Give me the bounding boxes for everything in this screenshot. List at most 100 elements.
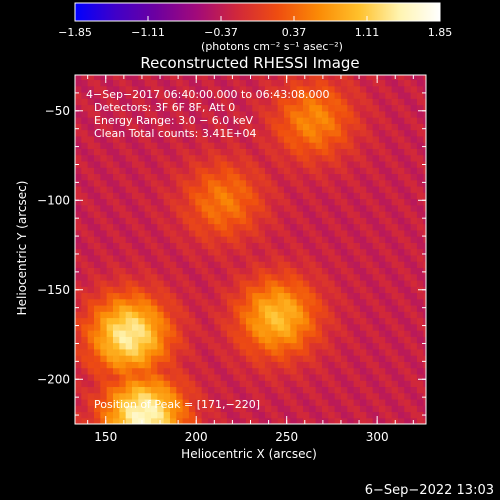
heatmap-cell <box>353 273 361 281</box>
heatmap-cell <box>207 342 215 350</box>
heatmap-cell <box>347 405 355 413</box>
heatmap-cell <box>75 417 82 424</box>
heatmap-cell <box>195 179 203 187</box>
heatmap-cell <box>245 217 253 225</box>
heatmap-cell <box>182 417 190 424</box>
heatmap-cell <box>404 173 412 181</box>
heatmap-cell <box>201 254 209 262</box>
heatmap-cell <box>138 342 146 350</box>
heatmap-cell <box>334 154 342 162</box>
heatmap-cell <box>416 380 424 388</box>
heatmap-cell <box>328 117 336 124</box>
heatmap-cell <box>188 79 196 87</box>
heatmap-cell <box>226 104 234 112</box>
heatmap-cell <box>264 367 272 375</box>
heatmap-cell <box>321 405 329 413</box>
heatmap-cell <box>359 286 367 294</box>
heatmap-cell <box>138 192 146 200</box>
heatmap-cell <box>423 79 426 87</box>
heatmap-cell <box>119 192 127 200</box>
heatmap-cell <box>296 117 304 124</box>
heatmap-cell <box>309 405 317 413</box>
heatmap-cell <box>302 398 310 406</box>
heatmap-cell <box>106 98 114 106</box>
heatmap-cell <box>423 392 426 400</box>
heatmap-cell <box>372 317 380 325</box>
heatmap-cell <box>195 117 203 124</box>
heatmap-cell <box>220 348 228 356</box>
heatmap-cell <box>220 223 228 231</box>
heatmap-cell <box>106 267 114 275</box>
heatmap-cell <box>309 192 317 200</box>
heatmap-cell <box>283 198 291 206</box>
heatmap-cell <box>302 110 310 118</box>
heatmap-cell <box>144 292 152 300</box>
heatmap-cell <box>340 142 348 149</box>
heatmap-cell <box>75 129 82 137</box>
heatmap-cell <box>290 148 298 156</box>
heatmap-cell <box>188 380 196 388</box>
heatmap-cell <box>283 211 291 218</box>
heatmap-cell <box>112 148 120 156</box>
heatmap-cell <box>315 342 323 350</box>
heatmap-cell <box>182 405 190 413</box>
heatmap-cell <box>144 286 152 294</box>
heatmap-cell <box>100 236 108 243</box>
heatmap-cell <box>144 273 152 281</box>
heatmap-cell <box>372 135 380 143</box>
heatmap-cell <box>347 160 355 168</box>
heatmap-cell <box>416 342 424 350</box>
heatmap-cell <box>144 361 152 369</box>
heatmap-cell <box>207 75 215 81</box>
heatmap-cell <box>290 254 298 262</box>
heatmap-cell <box>315 336 323 344</box>
heatmap-cell <box>188 204 196 212</box>
heatmap-cell <box>353 292 361 300</box>
heatmap-cell <box>302 92 310 99</box>
heatmap-cell <box>372 311 380 319</box>
heatmap-cell <box>302 236 310 243</box>
heatmap-cell <box>378 236 386 243</box>
heatmap-cell <box>195 273 203 281</box>
heatmap-cell <box>334 198 342 206</box>
heatmap-cell <box>176 373 184 381</box>
heatmap-cell <box>245 154 253 162</box>
heatmap-cell <box>138 154 146 162</box>
colorbar-tick-label: 0.37 <box>282 26 307 39</box>
heatmap-cell <box>359 85 367 93</box>
heatmap-cell <box>372 104 380 112</box>
heatmap-cell <box>397 160 405 168</box>
heatmap-cell <box>391 117 399 124</box>
heatmap-cell <box>391 154 399 162</box>
heatmap-cell <box>378 75 386 81</box>
heatmap-cell <box>182 242 190 250</box>
heatmap-cell <box>277 242 285 250</box>
heatmap-cell <box>150 198 158 206</box>
x-tick-label: 300 <box>366 430 389 444</box>
heatmap-cell <box>416 336 424 344</box>
heatmap-cell <box>302 248 310 256</box>
heatmap-cell <box>252 192 260 200</box>
heatmap-cell <box>423 173 426 181</box>
heatmap-cell <box>245 267 253 275</box>
heatmap-cell <box>385 411 393 419</box>
heatmap-cell <box>277 254 285 262</box>
heatmap-cell <box>169 129 177 137</box>
heatmap-cell <box>182 273 190 281</box>
heatmap-cell <box>290 85 298 93</box>
heatmap-cell <box>321 411 329 419</box>
heatmap-cell <box>75 173 82 181</box>
heatmap-cell <box>207 142 215 149</box>
heatmap-cell <box>157 292 165 300</box>
heatmap-cell <box>340 386 348 394</box>
heatmap-cell <box>410 405 418 413</box>
heatmap-cell <box>397 417 405 424</box>
heatmap-cell <box>87 204 95 212</box>
heatmap-cell <box>195 98 203 106</box>
heatmap-cell <box>404 110 412 118</box>
heatmap-cell <box>277 311 285 319</box>
heatmap-cell <box>125 417 133 424</box>
heatmap-cell <box>258 185 266 193</box>
heatmap-cell <box>214 198 222 206</box>
heatmap-cell <box>334 98 342 106</box>
